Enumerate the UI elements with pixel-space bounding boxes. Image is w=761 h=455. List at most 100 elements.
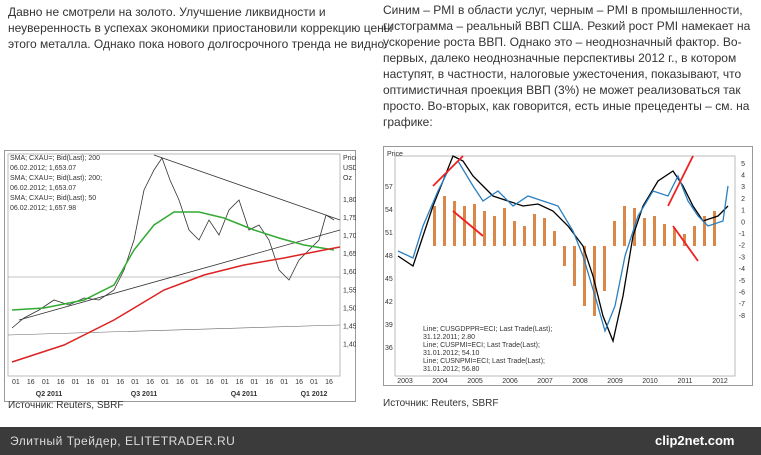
chart-label: 01 [42, 379, 50, 386]
chart-label: 1,450 [343, 324, 356, 331]
chart-label: 1,750 [343, 215, 356, 222]
chart-label: 16 [146, 379, 154, 386]
chart-label: 1,800 [343, 197, 356, 204]
logo: clip2net.com [655, 433, 735, 448]
chart-label: Line; CUSGDPPR=ECI; Last Trade(Last); [423, 326, 552, 333]
text-line: Синим – PMI в области услуг, черным – PM… [383, 3, 743, 17]
chart-label: 16 [206, 379, 214, 386]
chart-label: 2009 [607, 378, 623, 385]
chart-label: 2010 [642, 378, 658, 385]
right-source: Источник: Reuters, SBRF [383, 398, 499, 409]
left-source: Источник: Reuters, SBRF [8, 400, 124, 411]
chart-label: 1,600 [343, 269, 356, 276]
chart-label: 2008 [572, 378, 588, 385]
chart-label: 2003 [397, 378, 413, 385]
site-name: Элитный Трейдер, ELITETRADER.RU [10, 434, 236, 448]
chart-label: Q4 2011 [231, 391, 258, 398]
chart-label: 39 [385, 322, 393, 329]
chart-label: 57 [385, 184, 393, 191]
chart-label: 1,400 [343, 342, 356, 349]
chart-label: 06.02.2012; 1,653.07 [10, 185, 76, 192]
chart-label: 42 [385, 299, 393, 306]
chart-label: Q1 2012 [301, 391, 328, 398]
chart-label: 4 [741, 173, 745, 180]
chart-label: 1,500 [343, 305, 356, 312]
chart-label: 2005 [467, 378, 483, 385]
text-line: Давно не смотрели на золото. Улучшение л… [8, 5, 326, 19]
chart-label: 16 [325, 379, 333, 386]
chart-label: 01 [72, 379, 80, 386]
chart-label: 01 [221, 379, 229, 386]
chart-label: -7 [739, 301, 745, 308]
chart-label: SMA; CXAU=; Bid(Last); 50 [10, 195, 96, 202]
chart-label: SMA; CXAU=; Bid(Last); 200 [10, 155, 100, 162]
chart-label: 36 [385, 345, 393, 352]
text-line: оптимистичная проекция ВВП (3%) не может… [383, 83, 741, 97]
chart-label: -1 [739, 231, 745, 238]
left-paragraph: Давно не смотрели на золото. Улучшение л… [8, 4, 392, 52]
chart-label: 3 [741, 184, 745, 191]
chart-label: 1,550 [343, 287, 356, 294]
text-line: этого металла. Однако пока нового долгос… [8, 37, 388, 51]
chart-label: 06.02.2012; 1,657.98 [10, 205, 76, 212]
chart-label: -2 [739, 243, 745, 250]
chart-label: 1 [741, 208, 745, 215]
chart-label: 2012 [712, 378, 728, 385]
chart-label: 01 [310, 379, 318, 386]
chart-label: 16 [116, 379, 124, 386]
chart-label: 16 [57, 379, 65, 386]
chart-label: 2004 [432, 378, 448, 385]
chart-label: 1,650 [343, 251, 356, 258]
chart-label: 0 [741, 219, 745, 226]
chart-label: 01 [12, 379, 20, 386]
chart-label: 45 [385, 276, 393, 283]
text-line: просто. Во-вторых, как говорится, есть и… [383, 99, 750, 113]
chart-label: 51 [385, 230, 393, 237]
text-line: наступят, в частности, налоговые ужесточ… [383, 67, 742, 81]
chart-label: Line; CUSNPMI=ECI; Last Trade(Last); [423, 358, 545, 365]
chart-label: 5 [741, 161, 745, 168]
chart-label: 01 [131, 379, 139, 386]
chart-label: 16 [295, 379, 303, 386]
text-line: гистограмма – реальный ВВП США. Резкий р… [383, 19, 751, 33]
chart-label: 16 [265, 379, 273, 386]
text-line: ускорение роста ВВП. Однако это – неодно… [383, 35, 742, 49]
chart-label: 2006 [502, 378, 518, 385]
chart-label: 01 [101, 379, 109, 386]
pmi-chart: Price5754514845423936543210-1-2-3-4-5-6-… [383, 146, 753, 386]
chart-label: 16 [87, 379, 95, 386]
gold-chart: SMA; CXAU=; Bid(Last); 200 06.02.2012; 1,… [4, 150, 356, 402]
chart-label: 16 [27, 379, 35, 386]
chart-label: -3 [739, 254, 745, 261]
chart-label: 01 [280, 379, 288, 386]
chart-label: 16 [236, 379, 244, 386]
chart-label: 54 [385, 207, 393, 214]
chart-label: Price [387, 151, 403, 158]
footer: Элитный Трейдер, ELITETRADER.RU clip2net.… [0, 427, 761, 455]
chart-label: 01 [191, 379, 199, 386]
chart-label: 31.01.2012; 56.80 [423, 366, 480, 373]
chart-label: 06.02.2012; 1,653.07 [10, 165, 76, 172]
chart-label: -8 [739, 313, 745, 320]
text-line: первых, далеко неоднозначные перспективы… [383, 51, 737, 65]
chart-label: 2007 [537, 378, 553, 385]
text-line: неуверенность в успехах экономики приост… [8, 21, 393, 35]
chart-label: Q3 2011 [131, 391, 158, 398]
chart-label: 31.01.2012; 54.10 [423, 350, 480, 357]
chart-label: Price [343, 155, 356, 162]
chart-label: 2011 [677, 378, 692, 385]
chart-label: Q2 2011 [36, 391, 63, 398]
chart-label: SMA; CXAU=; Bid(Last); 200; [10, 175, 102, 182]
chart-label: Oz [343, 175, 352, 182]
chart-label: 31.12.2011; 2.80 [423, 334, 475, 341]
chart-label: 01 [251, 379, 259, 386]
chart-label: -4 [739, 266, 745, 273]
chart-label: 2 [741, 196, 745, 203]
chart-label: USD [343, 165, 356, 172]
chart-label: 16 [176, 379, 184, 386]
chart-label: -5 [739, 278, 745, 285]
right-paragraph: Синим – PMI в области услуг, черным – PM… [383, 2, 750, 130]
chart-label: 1,700 [343, 233, 356, 240]
chart-label: 48 [385, 253, 393, 260]
